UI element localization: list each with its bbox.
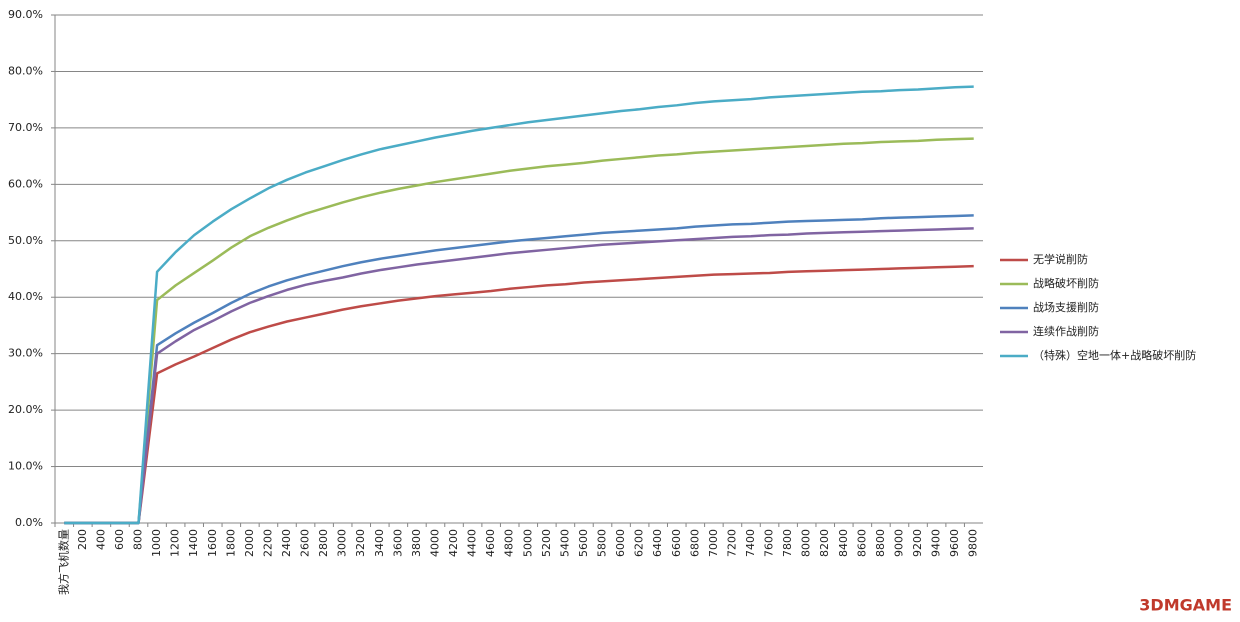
- x-tick-label: 6600: [670, 529, 683, 557]
- y-tick-label: 10.0%: [8, 460, 43, 473]
- x-tick-label: 1800: [224, 529, 237, 557]
- x-tick-label: 9000: [892, 529, 905, 557]
- x-tick-label: 2600: [299, 529, 312, 557]
- x-tick-label: 7400: [744, 529, 757, 557]
- y-tick-label: 30.0%: [8, 347, 43, 360]
- series-line: [64, 214, 974, 525]
- x-tick-label: 2800: [317, 529, 330, 557]
- x-tick-label: 我方飞机数量: [56, 529, 70, 595]
- x-tick-label: 800: [132, 529, 145, 550]
- x-tick-label: 2000: [243, 529, 256, 557]
- x-tick-label: 9600: [948, 529, 961, 557]
- y-tick-label: 80.0%: [8, 64, 43, 77]
- y-tick-label: 20.0%: [8, 403, 43, 416]
- x-tick-label: 3200: [354, 529, 367, 557]
- x-tick-label: 5600: [577, 529, 590, 557]
- x-tick-label: 2400: [280, 529, 293, 557]
- x-tick-label: 9800: [967, 529, 980, 557]
- y-tick-label: 70.0%: [8, 121, 43, 134]
- series-line: [64, 85, 974, 525]
- x-tick-label: 3600: [391, 529, 404, 557]
- y-tick-label: 60.0%: [8, 177, 43, 190]
- x-tick-label: 6200: [633, 529, 646, 557]
- y-tick-label: 50.0%: [8, 234, 43, 247]
- x-tick-label: 4600: [484, 529, 497, 557]
- x-tick-label: 7800: [781, 529, 794, 557]
- x-tick-label: 3400: [373, 529, 386, 557]
- x-tick-label: 1400: [187, 529, 200, 557]
- x-tick-label: 3000: [336, 529, 349, 557]
- x-tick-label: 5200: [540, 529, 553, 557]
- x-tick-label: 1600: [206, 529, 219, 557]
- x-tick-label: 200: [76, 529, 89, 550]
- x-tick-label: 6400: [651, 529, 664, 557]
- series-line: [64, 137, 974, 525]
- y-tick-label: 0.0%: [15, 516, 43, 529]
- x-tick-label: 5400: [558, 529, 571, 557]
- legend-label: 连续作战削防: [1033, 324, 1099, 338]
- x-tick-label: 3800: [410, 529, 423, 557]
- x-tick-label: 7000: [707, 529, 720, 557]
- x-tick-label: 400: [94, 529, 107, 550]
- x-tick-label: 6800: [688, 529, 701, 557]
- x-tick-label: 8000: [800, 529, 813, 557]
- x-tick-label: 1000: [150, 529, 163, 557]
- x-tick-label: 4800: [503, 529, 516, 557]
- x-tick-label: 2200: [261, 529, 274, 557]
- x-tick-label: 4000: [428, 529, 441, 557]
- x-tick-label: 8600: [855, 529, 868, 557]
- y-tick-label: 90.0%: [8, 8, 43, 21]
- x-tick-label: 7600: [763, 529, 776, 557]
- legend-label: 无学说削防: [1033, 252, 1088, 266]
- x-tick-label: 5000: [521, 529, 534, 557]
- legend-label: 战略破坏削防: [1033, 276, 1099, 290]
- series-line: [64, 264, 974, 525]
- x-tick-label: 4400: [466, 529, 479, 557]
- x-tick-label: 9400: [930, 529, 943, 557]
- x-tick-label: 9200: [911, 529, 924, 557]
- series-line: [64, 227, 974, 525]
- x-tick-label: 6000: [614, 529, 627, 557]
- legend-label: （特殊）空地一体+战略破坏削防: [1033, 348, 1196, 362]
- x-tick-label: 8400: [837, 529, 850, 557]
- x-tick-label: 600: [113, 529, 126, 550]
- x-tick-label: 8200: [818, 529, 831, 557]
- x-tick-label: 8800: [874, 529, 887, 557]
- x-tick-label: 5800: [596, 529, 609, 557]
- x-tick-label: 4200: [447, 529, 460, 557]
- x-tick-label: 1200: [169, 529, 182, 557]
- x-tick-label: 7200: [725, 529, 738, 557]
- watermark: 3DMGAME: [1139, 596, 1232, 615]
- y-tick-label: 40.0%: [8, 290, 43, 303]
- legend-label: 战场支援削防: [1033, 300, 1099, 314]
